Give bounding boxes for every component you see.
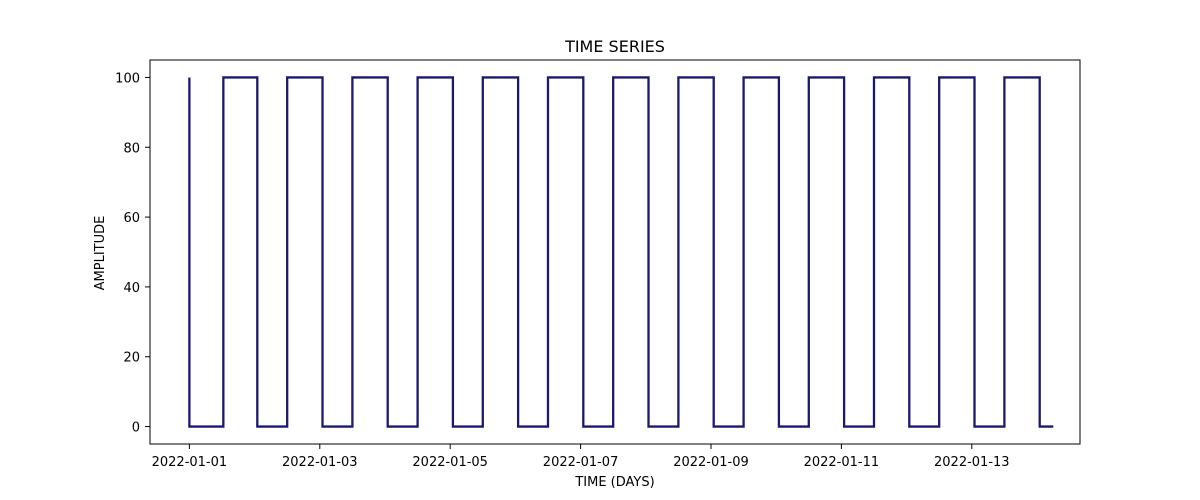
x-tick-label: 2022-01-05 xyxy=(412,455,488,470)
x-tick-label: 2022-01-07 xyxy=(543,455,619,470)
x-axis-label: TIME (DAYS) xyxy=(574,475,654,490)
y-tick-label: 80 xyxy=(123,141,140,156)
x-tick-label: 2022-01-09 xyxy=(673,455,749,470)
y-axis-label: AMPLITUDE xyxy=(93,216,108,291)
x-tick-label: 2022-01-01 xyxy=(152,455,228,470)
y-tick-label: 20 xyxy=(123,351,140,366)
x-axis-ticks: 2022-01-01 2022-01-03 2022-01-05 2022-01-07… xyxy=(152,444,1010,470)
x-tick-label: 2022-01-03 xyxy=(282,455,358,470)
plot-area-frame xyxy=(149,59,1081,445)
y-axis-ticks: 0 20 40 60 80 100 xyxy=(115,71,150,436)
y-tick-label: 60 xyxy=(123,211,140,226)
y-tick-label: 40 xyxy=(123,281,140,296)
series-line xyxy=(188,76,1054,428)
y-tick-label: 100 xyxy=(115,71,140,86)
chart-title: TIME SERIES xyxy=(564,37,665,56)
y-tick-label: 0 xyxy=(132,421,140,436)
x-tick-label: 2022-01-13 xyxy=(934,455,1010,470)
x-tick-label: 2022-01-11 xyxy=(804,455,880,470)
